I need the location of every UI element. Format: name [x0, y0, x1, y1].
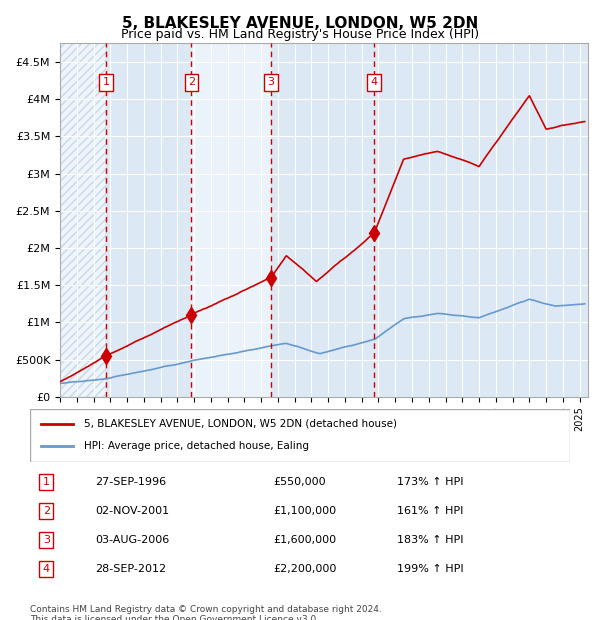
- Text: 3: 3: [43, 535, 50, 545]
- Bar: [60, 43, 106, 397]
- Text: 1: 1: [43, 477, 50, 487]
- Text: 2: 2: [188, 78, 195, 87]
- Text: 173% ↑ HPI: 173% ↑ HPI: [397, 477, 464, 487]
- Text: 1: 1: [103, 78, 110, 87]
- Text: 03-AUG-2006: 03-AUG-2006: [95, 535, 169, 545]
- Bar: [60, 43, 106, 397]
- Text: 02-NOV-2001: 02-NOV-2001: [95, 506, 169, 516]
- Bar: [106, 43, 191, 397]
- Text: Contains HM Land Registry data © Crown copyright and database right 2024.
This d: Contains HM Land Registry data © Crown c…: [30, 604, 382, 620]
- Text: 4: 4: [43, 564, 50, 574]
- Text: HPI: Average price, detached house, Ealing: HPI: Average price, detached house, Eali…: [84, 441, 309, 451]
- Bar: [191, 43, 271, 397]
- Text: £1,600,000: £1,600,000: [273, 535, 336, 545]
- Text: 27-SEP-1996: 27-SEP-1996: [95, 477, 166, 487]
- Text: £2,200,000: £2,200,000: [273, 564, 337, 574]
- Text: £550,000: £550,000: [273, 477, 326, 487]
- Text: 183% ↑ HPI: 183% ↑ HPI: [397, 535, 464, 545]
- Text: 5, BLAKESLEY AVENUE, LONDON, W5 2DN: 5, BLAKESLEY AVENUE, LONDON, W5 2DN: [122, 16, 478, 30]
- Text: £1,100,000: £1,100,000: [273, 506, 336, 516]
- Text: 3: 3: [268, 78, 275, 87]
- Text: 4: 4: [371, 78, 378, 87]
- Text: 2: 2: [43, 506, 50, 516]
- Text: 161% ↑ HPI: 161% ↑ HPI: [397, 506, 464, 516]
- Text: 28-SEP-2012: 28-SEP-2012: [95, 564, 166, 574]
- Text: Price paid vs. HM Land Registry's House Price Index (HPI): Price paid vs. HM Land Registry's House …: [121, 28, 479, 41]
- Text: 199% ↑ HPI: 199% ↑ HPI: [397, 564, 464, 574]
- Bar: [271, 43, 374, 397]
- Text: 5, BLAKESLEY AVENUE, LONDON, W5 2DN (detached house): 5, BLAKESLEY AVENUE, LONDON, W5 2DN (det…: [84, 419, 397, 429]
- FancyBboxPatch shape: [30, 409, 570, 462]
